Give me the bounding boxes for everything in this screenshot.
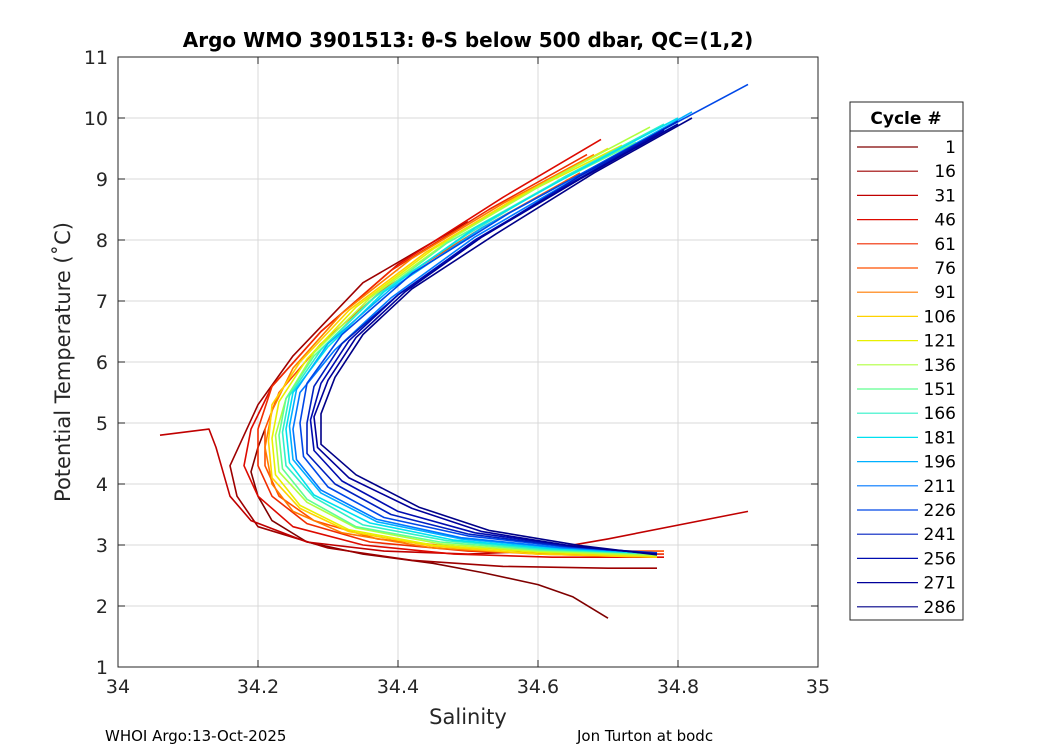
legend-label-61: 61 bbox=[934, 235, 956, 255]
y-tick-label: 10 bbox=[84, 108, 108, 130]
y-tick-label: 8 bbox=[96, 230, 108, 252]
legend-label-181: 181 bbox=[924, 428, 956, 448]
footer-left-text: WHOI Argo:13-Oct-2025 bbox=[105, 727, 286, 745]
legend-label-76: 76 bbox=[934, 259, 956, 279]
x-tick-label: 34.6 bbox=[517, 676, 559, 698]
series-line-cycle-256 bbox=[309, 129, 665, 555]
x-tick-label: 35 bbox=[806, 676, 830, 698]
series-line-cycle-181 bbox=[285, 117, 679, 555]
legend-label-1: 1 bbox=[945, 138, 956, 158]
footer-right-text: Jon Turton at bodc bbox=[576, 727, 713, 745]
chart-title: Argo WMO 3901513: θ-S below 500 dbar, QC… bbox=[183, 28, 753, 52]
legend: Cycle # 11631466176911061211361511661811… bbox=[849, 101, 964, 621]
y-tick-label: 11 bbox=[84, 47, 108, 69]
series-line-cycle-1 bbox=[250, 428, 609, 619]
series-line-cycle-91 bbox=[264, 153, 658, 558]
legend-title: Cycle # bbox=[870, 109, 941, 129]
legend-label-16: 16 bbox=[934, 162, 956, 182]
legend-label-256: 256 bbox=[924, 549, 956, 569]
legend-label-31: 31 bbox=[934, 186, 956, 206]
legend-label-241: 241 bbox=[924, 525, 956, 545]
x-tick-label: 34.2 bbox=[237, 676, 279, 698]
series-line-cycle-151 bbox=[278, 141, 658, 555]
x-axis-title: Salinity bbox=[429, 705, 507, 729]
series-line-cycle-61 bbox=[257, 153, 664, 555]
series-line-cycle-46 bbox=[243, 138, 664, 559]
series-line-cycle-271 bbox=[313, 123, 679, 555]
series-line-cycle-166 bbox=[281, 123, 665, 555]
y-tick-label: 4 bbox=[96, 474, 108, 496]
y-tick-label: 3 bbox=[96, 535, 108, 557]
legend-label-121: 121 bbox=[924, 332, 956, 352]
y-tick-label: 5 bbox=[96, 413, 108, 435]
legend-label-271: 271 bbox=[924, 574, 956, 594]
series-line-cycle-286 bbox=[320, 117, 693, 556]
series-line-cycle-136 bbox=[274, 126, 658, 557]
legend-label-211: 211 bbox=[924, 477, 956, 497]
series-line-cycle-226 bbox=[299, 83, 749, 554]
y-tick-label: 6 bbox=[96, 352, 108, 374]
x-tick-label: 34 bbox=[106, 676, 130, 698]
y-tick-label: 1 bbox=[96, 657, 108, 679]
legend-label-196: 196 bbox=[924, 453, 956, 473]
x-tick-label: 34.4 bbox=[377, 676, 419, 698]
series-line-cycle-211 bbox=[292, 123, 679, 554]
legend-label-46: 46 bbox=[934, 211, 956, 231]
series-line-cycle-16 bbox=[229, 221, 657, 570]
series-layer bbox=[159, 83, 749, 619]
x-tick-label: 34.8 bbox=[657, 676, 699, 698]
series-line-cycle-106 bbox=[267, 147, 658, 558]
legend-label-106: 106 bbox=[924, 307, 956, 327]
legend-label-166: 166 bbox=[924, 404, 956, 424]
y-axis-title: Potential Temperature (˚C) bbox=[51, 222, 75, 502]
y-tick-label: 2 bbox=[96, 596, 108, 618]
y-tick-label: 9 bbox=[96, 169, 108, 191]
legend-label-226: 226 bbox=[924, 501, 956, 521]
legend-label-91: 91 bbox=[934, 283, 956, 303]
legend-label-136: 136 bbox=[924, 356, 956, 376]
y-tick-label: 7 bbox=[96, 291, 108, 313]
series-line-cycle-121 bbox=[271, 144, 658, 557]
legend-label-286: 286 bbox=[924, 598, 956, 618]
series-line-cycle-196 bbox=[288, 111, 693, 554]
legend-entries: 1 16 31 46 61 76 91 106 121 136 151 166 181 196 211 226… bbox=[857, 138, 956, 618]
legend-label-151: 151 bbox=[924, 380, 956, 400]
